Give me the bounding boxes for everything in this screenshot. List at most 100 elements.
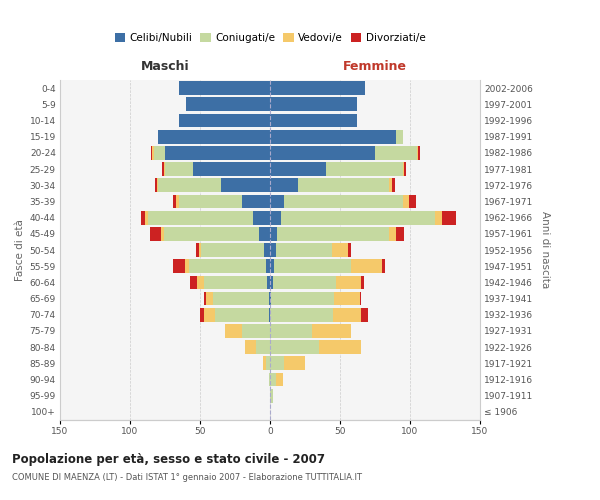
Bar — [190, 276, 197, 289]
Bar — [189, 260, 266, 273]
Bar — [265, 243, 270, 257]
Bar — [179, 194, 242, 208]
Bar — [312, 324, 351, 338]
Bar — [333, 308, 361, 322]
Bar — [267, 276, 270, 289]
Y-axis label: Anni di nascita: Anni di nascita — [540, 212, 550, 288]
Bar — [284, 356, 305, 370]
Bar — [270, 292, 271, 306]
Bar — [270, 210, 281, 224]
Bar — [270, 162, 326, 176]
Bar — [245, 340, 256, 354]
Bar — [149, 227, 161, 240]
Bar — [199, 243, 202, 257]
Bar — [179, 81, 270, 95]
Bar — [266, 260, 270, 273]
Bar — [334, 292, 359, 306]
Bar — [270, 243, 275, 257]
Bar — [173, 194, 176, 208]
Bar — [270, 260, 274, 273]
Bar — [266, 356, 270, 370]
Bar — [212, 292, 269, 306]
Bar — [270, 178, 298, 192]
Bar — [403, 194, 409, 208]
Bar — [204, 308, 215, 322]
Bar — [404, 162, 406, 176]
Bar — [242, 324, 270, 338]
Legend: Celibi/Nubili, Coniugati/e, Vedovi/e, Divorziati/e: Celibi/Nubili, Coniugati/e, Vedovi/e, Di… — [113, 31, 427, 45]
Bar — [155, 178, 157, 192]
Bar — [389, 227, 396, 240]
Bar — [148, 210, 253, 224]
Bar — [403, 162, 404, 176]
Bar — [259, 227, 270, 240]
Bar — [158, 130, 270, 143]
Bar — [275, 372, 283, 386]
Bar — [197, 276, 204, 289]
Bar — [351, 260, 382, 273]
Bar — [270, 356, 284, 370]
Bar — [277, 227, 389, 240]
Bar — [270, 340, 319, 354]
Bar — [164, 162, 165, 176]
Bar — [256, 340, 270, 354]
Bar — [204, 276, 267, 289]
Bar — [270, 324, 312, 338]
Bar — [270, 130, 396, 143]
Bar — [396, 130, 403, 143]
Bar — [275, 243, 332, 257]
Bar — [389, 178, 392, 192]
Bar — [349, 243, 351, 257]
Bar — [336, 276, 361, 289]
Bar — [165, 146, 270, 160]
Bar — [319, 340, 361, 354]
Bar — [193, 162, 270, 176]
Bar — [204, 292, 206, 306]
Bar — [281, 210, 435, 224]
Bar — [162, 162, 164, 176]
Bar — [176, 194, 179, 208]
Bar — [206, 292, 212, 306]
Bar — [361, 276, 364, 289]
Bar — [359, 292, 361, 306]
Bar — [173, 260, 185, 273]
Bar — [151, 146, 152, 160]
Bar — [270, 114, 357, 128]
Bar — [269, 308, 270, 322]
Bar — [269, 372, 270, 386]
Bar — [270, 276, 273, 289]
Bar — [145, 210, 148, 224]
Text: COMUNE DI MAENZA (LT) - Dati ISTAT 1° gennaio 2007 - Elaborazione TUTTITALIA.IT: COMUNE DI MAENZA (LT) - Dati ISTAT 1° ge… — [12, 472, 362, 482]
Text: Femmine: Femmine — [343, 60, 407, 73]
Bar — [270, 146, 375, 160]
Bar — [154, 146, 165, 160]
Bar — [382, 260, 385, 273]
Bar — [242, 194, 270, 208]
Bar — [418, 146, 420, 160]
Bar — [417, 146, 418, 160]
Bar — [200, 308, 204, 322]
Bar — [141, 210, 145, 224]
Bar — [165, 162, 193, 176]
Bar — [158, 178, 221, 192]
Bar — [179, 114, 270, 128]
Bar — [284, 194, 403, 208]
Bar — [161, 227, 164, 240]
Bar — [221, 178, 270, 192]
Bar — [271, 292, 334, 306]
Bar — [253, 210, 270, 224]
Bar — [396, 227, 404, 240]
Bar — [152, 146, 154, 160]
Text: Maschi: Maschi — [140, 60, 190, 73]
Bar — [435, 210, 442, 224]
Bar — [270, 227, 277, 240]
Bar — [270, 194, 284, 208]
Bar — [270, 308, 333, 322]
Bar — [215, 308, 269, 322]
Text: Popolazione per età, sesso e stato civile - 2007: Popolazione per età, sesso e stato civil… — [12, 452, 325, 466]
Y-axis label: Fasce di età: Fasce di età — [16, 219, 25, 281]
Bar — [274, 260, 351, 273]
Bar — [270, 98, 357, 111]
Bar — [164, 227, 259, 240]
Bar — [332, 243, 349, 257]
